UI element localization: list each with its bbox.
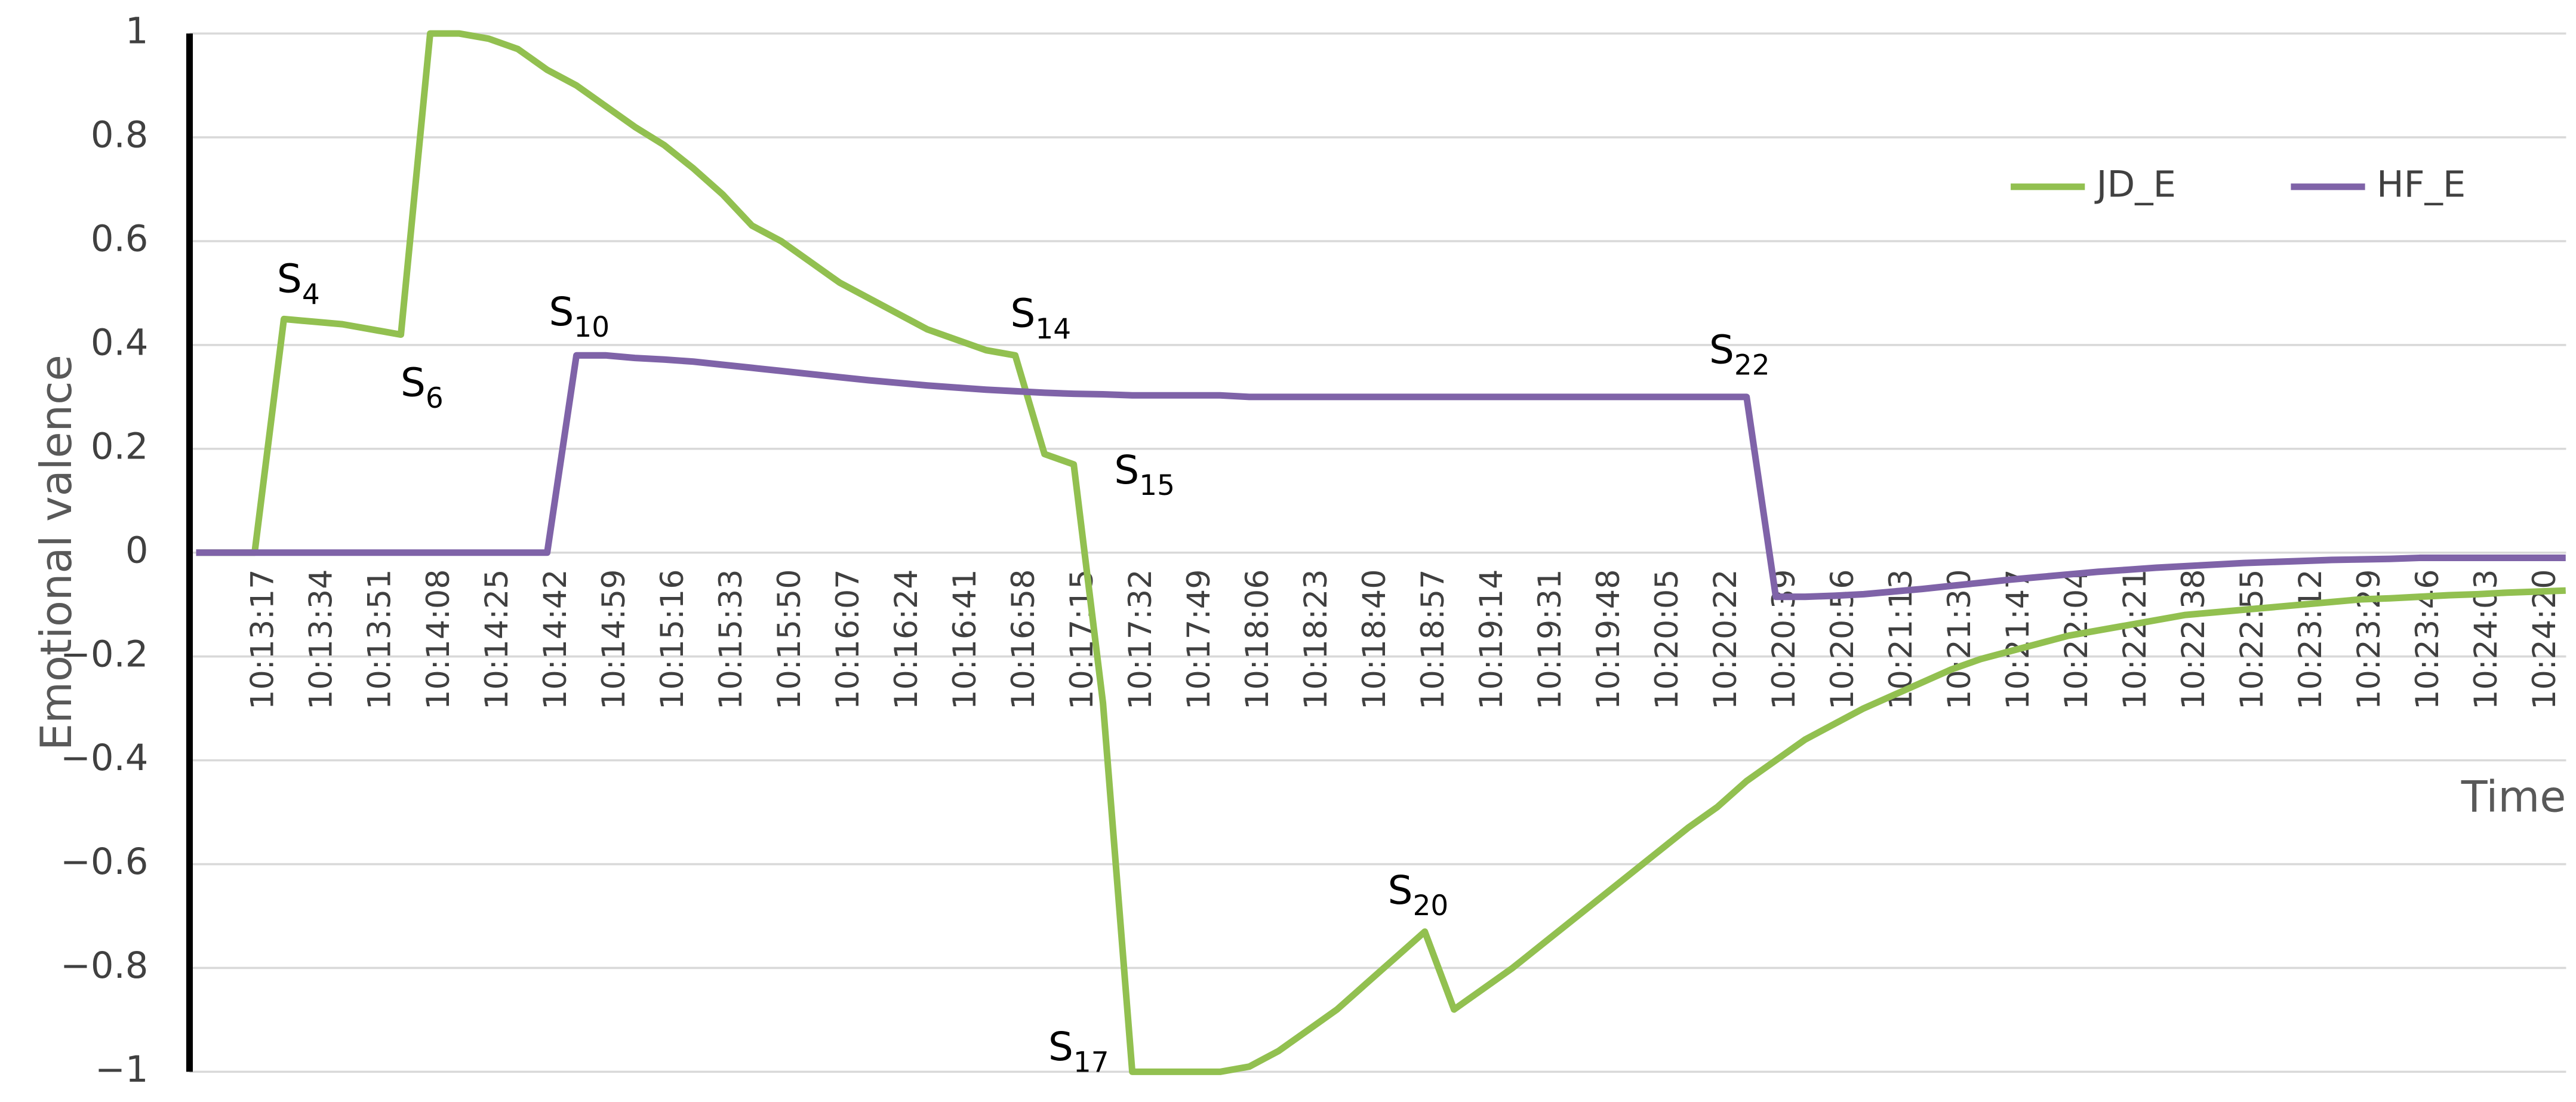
y-tick-label: 0.4	[91, 322, 149, 364]
annotation-subscript: 20	[1413, 889, 1449, 922]
annotation-text: S	[277, 256, 302, 302]
legend-label: HF_E	[2377, 164, 2466, 205]
annotation-subscript: 10	[574, 311, 610, 344]
x-tick-label: 10:14:42	[537, 569, 574, 710]
annotation-text: S	[549, 289, 574, 335]
x-tick-label: 10:13:34	[303, 569, 340, 710]
x-tick-label: 10:17:49	[1181, 569, 1217, 710]
x-tick-label: 10:15:16	[654, 569, 691, 710]
x-tick-label: 10:15:50	[771, 569, 808, 710]
x-tick-label: 10:15:33	[713, 569, 749, 710]
x-tick-label: 10:21:30	[1941, 569, 1978, 710]
annotation: S15	[1114, 447, 1175, 502]
x-tick-label: 10:16:07	[830, 569, 866, 710]
y-tick-label: −0.6	[60, 841, 148, 883]
y-tick-label: −0.8	[60, 945, 148, 987]
x-tick-label: 10:14:25	[479, 569, 515, 710]
x-tick-label: 10:16:41	[947, 569, 983, 710]
x-tick-label: 10:18:40	[1356, 569, 1393, 710]
y-tick-label: 0	[125, 530, 149, 571]
x-tick-label: 10:18:23	[1298, 569, 1334, 710]
annotation: S14	[1010, 291, 1071, 346]
annotation-text: S	[1709, 327, 1734, 373]
x-tick-label: 10:19:14	[1473, 569, 1510, 710]
y-axis-title: Emotional valence	[31, 355, 81, 750]
x-tick-label: 10:22:55	[2234, 569, 2270, 710]
annotation-text: S	[1388, 867, 1413, 913]
annotation-text: S	[1048, 1024, 1073, 1070]
annotation-subscript: 4	[302, 278, 320, 311]
line-series	[196, 30, 2566, 1075]
y-tick-label: 0.2	[91, 426, 149, 467]
x-tick-label: 10:23:46	[2409, 569, 2446, 710]
y-tick-label: −1	[95, 1049, 149, 1091]
x-tick-label: 10:17:32	[1122, 569, 1159, 710]
x-tick-label: 10:20:22	[1707, 569, 1744, 710]
y-tick-label: −0.4	[60, 737, 148, 779]
x-tick-label: 10:19:31	[1532, 569, 1568, 710]
x-tick-label: 10:16:24	[888, 569, 925, 710]
annotation: S4	[277, 256, 320, 311]
annotation-text: S	[1114, 447, 1139, 493]
y-tick-label: −0.2	[60, 633, 148, 675]
annotation: S6	[401, 359, 444, 414]
x-tick-label: 10:22:38	[2175, 569, 2212, 710]
annotation: S17	[1048, 1024, 1109, 1079]
x-tick-label: 10:13:17	[245, 569, 281, 710]
x-tick-label: 10:18:57	[1415, 569, 1451, 710]
legend-label: JD_E	[2094, 164, 2176, 205]
x-tick-label: 10:18:06	[1239, 569, 1276, 710]
annotation-subscript: 15	[1139, 469, 1175, 502]
annotation: S20	[1388, 867, 1449, 922]
x-tick-label: 10:14:08	[420, 569, 457, 710]
y-tick-label: 1	[125, 11, 149, 53]
y-tick-label: 0.8	[91, 115, 149, 156]
annotation-text: S	[1010, 291, 1035, 337]
x-tick-label: 10:16:58	[1005, 569, 1042, 710]
x-axis-title: Time	[2461, 771, 2566, 821]
annotation-subscript: 14	[1035, 313, 1071, 346]
annotation: S10	[549, 289, 610, 344]
x-tick-label: 10:23:12	[2292, 569, 2329, 710]
line-series	[196, 352, 2566, 601]
y-tick-label: 0.6	[91, 218, 149, 260]
annotation: S22	[1709, 327, 1770, 381]
annotation-text: S	[401, 359, 426, 405]
x-tick-label: 10:23:29	[2351, 569, 2387, 710]
x-tick-label: 10:20:05	[1649, 569, 1685, 710]
x-tick-label: 10:20:56	[1824, 569, 1861, 710]
x-tick-label: 10:14:59	[596, 569, 632, 710]
x-tick-label: 10:13:51	[362, 569, 398, 710]
x-tick-label: 10:20:39	[1766, 569, 1802, 710]
annotation-subscript: 22	[1734, 349, 1770, 382]
x-tick-label: 10:21:47	[2000, 569, 2036, 710]
x-tick-label: 10:22:21	[2117, 569, 2153, 710]
annotation-subscript: 6	[426, 382, 444, 415]
x-tick-label: 10:19:48	[1590, 569, 1627, 710]
annotation-subscript: 17	[1073, 1046, 1109, 1079]
